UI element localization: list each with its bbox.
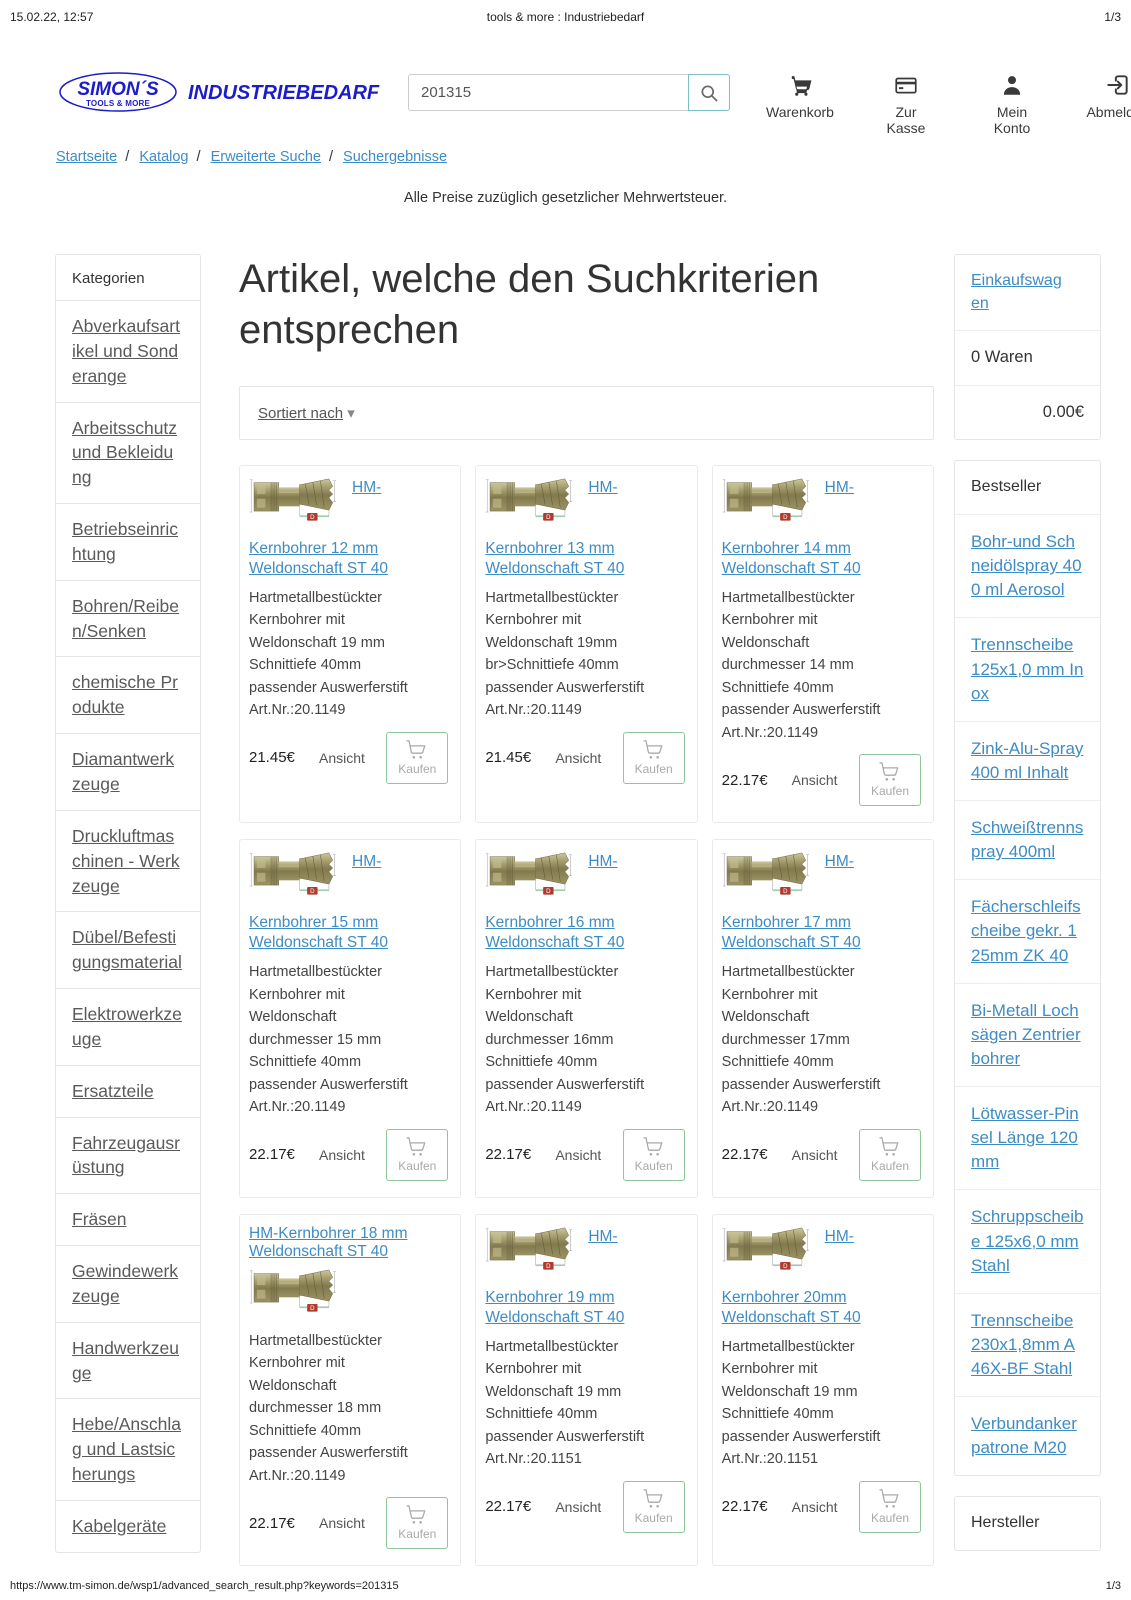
svg-text:D: D xyxy=(546,1263,551,1270)
svg-text:D: D xyxy=(310,888,315,895)
svg-text:D: D xyxy=(783,1263,788,1270)
svg-text:D: D xyxy=(310,1305,315,1312)
svg-text:SIMON´S: SIMON´S xyxy=(77,79,159,100)
svg-text:D: D xyxy=(783,888,788,895)
svg-text:D: D xyxy=(310,514,315,521)
svg-text:D: D xyxy=(783,514,788,521)
svg-text:D: D xyxy=(546,514,551,521)
svg-text:INDUSTRIEBEDARF: INDUSTRIEBEDARF xyxy=(188,82,380,104)
svg-text:TOOLS & MORE: TOOLS & MORE xyxy=(86,99,150,108)
svg-text:D: D xyxy=(546,888,551,895)
